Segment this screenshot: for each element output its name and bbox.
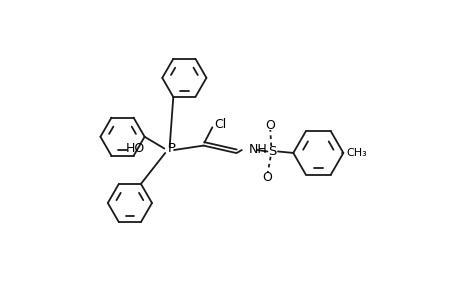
Text: HO: HO: [125, 142, 144, 155]
Text: NH: NH: [249, 142, 267, 156]
Text: CH₃: CH₃: [346, 148, 366, 158]
Text: O: O: [261, 171, 271, 184]
Text: S: S: [268, 145, 276, 158]
Text: P: P: [168, 142, 176, 155]
Text: O: O: [264, 119, 274, 132]
Text: Cl: Cl: [213, 118, 225, 131]
